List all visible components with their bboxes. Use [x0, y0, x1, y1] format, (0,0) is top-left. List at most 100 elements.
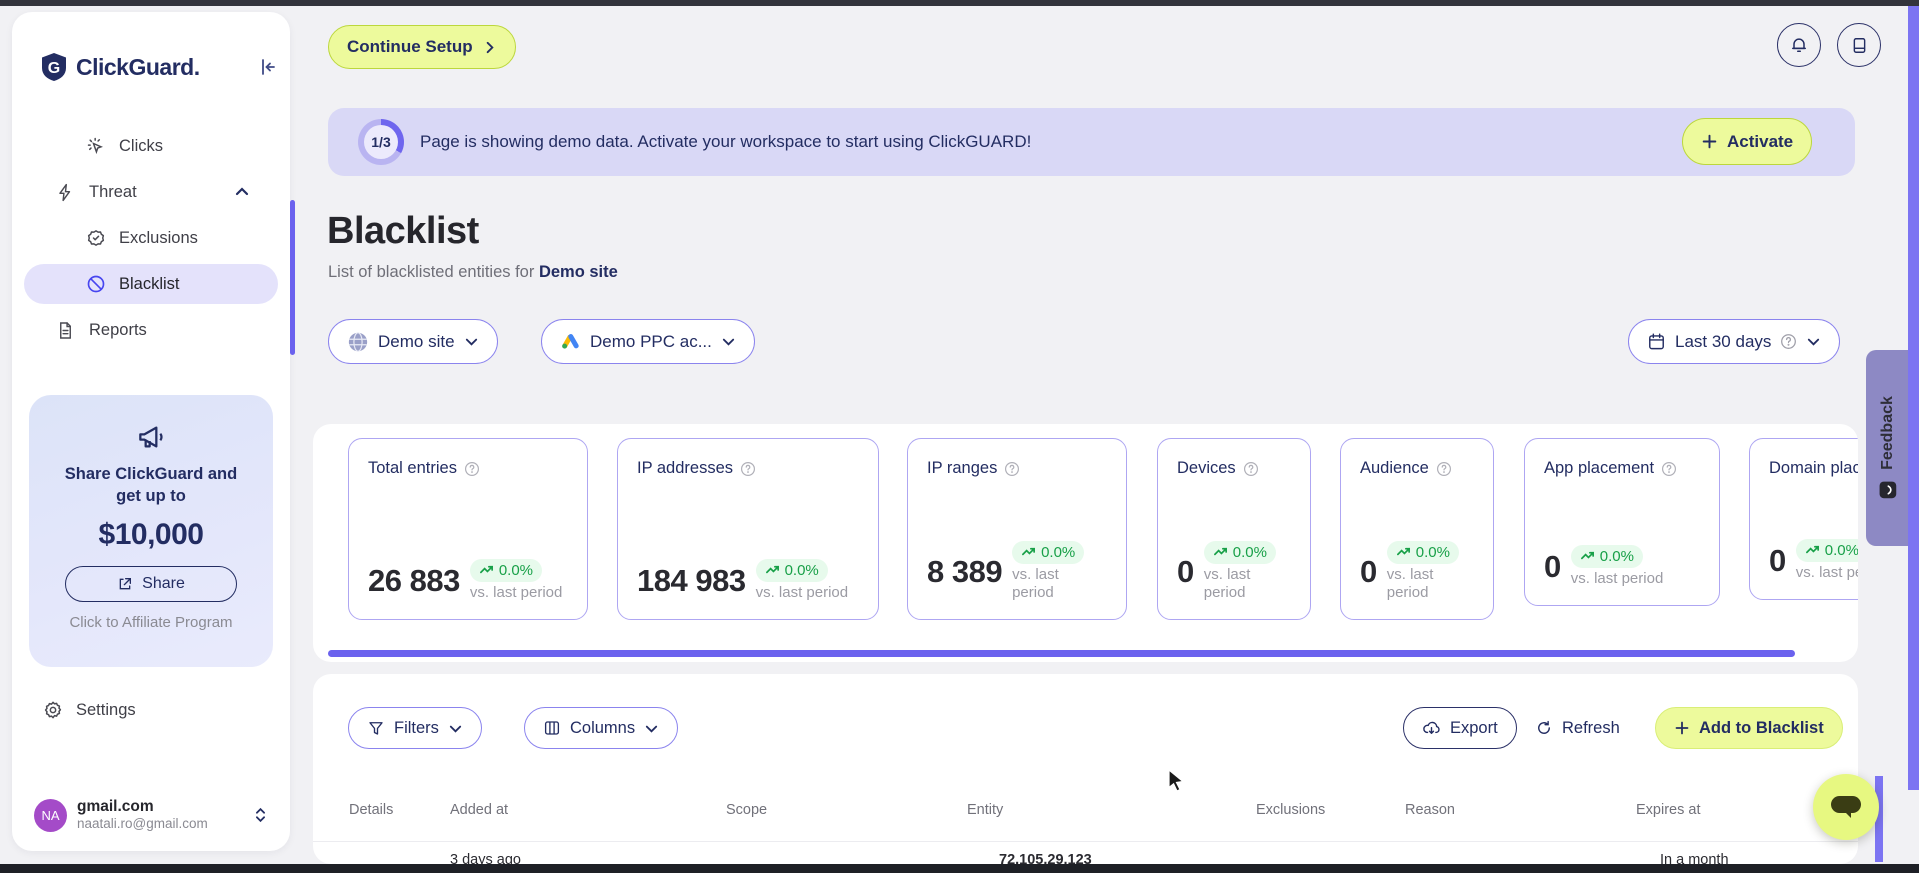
- chevron-right-icon: [482, 40, 497, 55]
- sidebar-item-label: Reports: [89, 320, 147, 339]
- stat-card-audience: Audience 0 0.0% vs. last period: [1340, 438, 1494, 620]
- sidebar-item-blacklist[interactable]: Blacklist: [24, 264, 278, 304]
- google-ads-icon: [560, 331, 581, 352]
- sidebar-scrollbar[interactable]: [290, 200, 295, 355]
- promo-caption: Click to Affiliate Program: [69, 613, 233, 631]
- column-header-details[interactable]: Details: [349, 802, 394, 818]
- export-button[interactable]: Export: [1403, 707, 1517, 749]
- badge-check-icon: [85, 228, 106, 249]
- setup-progress-value: 1/3: [364, 125, 398, 159]
- document-icon: [55, 320, 76, 341]
- feedback-smiley-icon: [1878, 480, 1898, 500]
- share-button[interactable]: Share: [65, 565, 237, 602]
- calendar-icon: [1647, 332, 1666, 351]
- site-selector[interactable]: Demo site: [328, 319, 498, 364]
- chevron-down-icon: [644, 721, 659, 736]
- stat-title: Audience: [1360, 459, 1429, 477]
- trending-up-icon: [479, 566, 493, 574]
- svg-text:G: G: [48, 60, 60, 77]
- sidebar-item-exclusions[interactable]: Exclusions: [24, 218, 278, 258]
- stat-value: 184 983: [637, 563, 746, 599]
- stat-title: Domain placement: [1769, 459, 1858, 477]
- account-name: gmail.com: [77, 797, 154, 815]
- stat-value: 0: [1360, 553, 1377, 589]
- help-circle-icon[interactable]: [1661, 461, 1677, 477]
- ban-icon: [85, 274, 106, 295]
- stat-caption: vs. last period: [1203, 565, 1251, 602]
- cursor-click-icon: [85, 136, 106, 157]
- sidebar-item-settings[interactable]: Settings: [43, 700, 136, 720]
- trending-up-icon: [1213, 547, 1227, 555]
- column-header-expires-at[interactable]: Expires at: [1636, 802, 1701, 818]
- window-bottom-edge: [0, 864, 1919, 873]
- date-range-selector[interactable]: Last 30 days: [1628, 319, 1841, 364]
- stat-caption: vs. last period: [1012, 565, 1059, 602]
- column-header-exclusions[interactable]: Exclusions: [1256, 802, 1326, 818]
- help-circle-icon[interactable]: [740, 461, 756, 477]
- clickguard-logo: G ClickGuard.: [40, 52, 200, 82]
- sidebar-item-threat[interactable]: Threat: [24, 172, 278, 212]
- trending-up-icon: [1805, 546, 1819, 554]
- activate-button[interactable]: Activate: [1682, 118, 1813, 165]
- help-circle-icon[interactable]: [1243, 461, 1259, 477]
- add-to-blacklist-button[interactable]: Add to Blacklist: [1655, 707, 1843, 749]
- sidebar-nav: Clicks Threat Exclusions: [12, 120, 290, 356]
- sidebar-item-clicks[interactable]: Clicks: [24, 126, 278, 166]
- stat-value: 0: [1769, 543, 1786, 579]
- chevron-down-icon: [448, 721, 463, 736]
- sidebar-item-label: Clicks: [119, 136, 163, 155]
- table-header-divider: [313, 841, 1858, 842]
- export-label: Export: [1450, 718, 1498, 737]
- stat-caption: vs. last period: [1386, 565, 1434, 602]
- docs-button[interactable]: [1837, 23, 1881, 67]
- add-to-blacklist-label: Add to Blacklist: [1699, 718, 1824, 737]
- filters-button[interactable]: Filters: [348, 707, 482, 749]
- promo-amount: $10,000: [98, 517, 204, 551]
- stat-card-total-entries: Total entries 26 883 0.0% vs. last perio…: [348, 438, 588, 620]
- change-badge: 0.0%: [1386, 540, 1459, 564]
- continue-setup-button[interactable]: Continue Setup: [328, 25, 516, 69]
- affiliate-promo-card[interactable]: Share ClickGuard and get up to $10,000 S…: [29, 395, 273, 667]
- column-header-entity[interactable]: Entity: [967, 802, 1004, 818]
- stat-caption: vs. last period: [469, 584, 563, 602]
- date-range-value: Last 30 days: [1675, 331, 1772, 351]
- change-badge: 0.0%: [1570, 545, 1643, 569]
- columns-button[interactable]: Columns: [524, 707, 679, 749]
- feedback-tab[interactable]: Feedback: [1866, 350, 1910, 546]
- table-vertical-scrollbar[interactable]: [1875, 776, 1883, 862]
- avatar: NA: [34, 798, 67, 832]
- stats-horizontal-scrollbar[interactable]: [328, 650, 1795, 657]
- refresh-button[interactable]: Refresh: [1535, 707, 1620, 749]
- notifications-button[interactable]: [1777, 23, 1821, 67]
- promo-text: Share ClickGuard and get up to: [64, 465, 238, 506]
- column-header-reason[interactable]: Reason: [1405, 802, 1455, 818]
- up-down-chevrons-icon: [253, 806, 268, 824]
- help-circle-icon[interactable]: [1004, 461, 1020, 477]
- column-header-added-at[interactable]: Added at: [450, 802, 509, 818]
- chevron-up-icon[interactable]: [234, 184, 250, 200]
- column-header-scope[interactable]: Scope: [726, 802, 768, 818]
- refresh-icon: [1535, 719, 1553, 737]
- ppc-account-selector[interactable]: Demo PPC ac...: [541, 319, 755, 364]
- columns-label: Columns: [570, 718, 636, 737]
- stat-card-domain-placement: Domain placement 0 0.0% vs. last period: [1749, 438, 1858, 600]
- chat-bubble-icon: [1829, 792, 1863, 822]
- chat-launcher-button[interactable]: [1813, 774, 1879, 840]
- refresh-label: Refresh: [1562, 718, 1620, 737]
- stat-card-ip-addresses: IP addresses 184 983 0.0% vs. last perio…: [617, 438, 879, 620]
- stat-caption: vs. last period: [755, 584, 849, 602]
- filters-label: Filters: [394, 718, 439, 737]
- help-circle-icon[interactable]: [1436, 461, 1452, 477]
- megaphone-icon: [135, 421, 167, 453]
- collapse-sidebar-icon[interactable]: [255, 54, 281, 80]
- account-switcher[interactable]: NA gmail.com naatali.ro@gmail.com: [12, 787, 290, 843]
- sidebar-item-reports[interactable]: Reports: [24, 310, 278, 350]
- share-button-label: Share: [142, 574, 185, 592]
- setup-progress-ring: 1/3: [358, 119, 404, 165]
- help-circle-icon[interactable]: [464, 461, 480, 477]
- page-subtitle: List of blacklisted entities for Demo si…: [328, 263, 618, 282]
- sidebar-item-label: Threat: [89, 182, 137, 201]
- stat-title: App placement: [1544, 459, 1655, 477]
- page-vertical-scrollbar[interactable]: [1908, 6, 1919, 790]
